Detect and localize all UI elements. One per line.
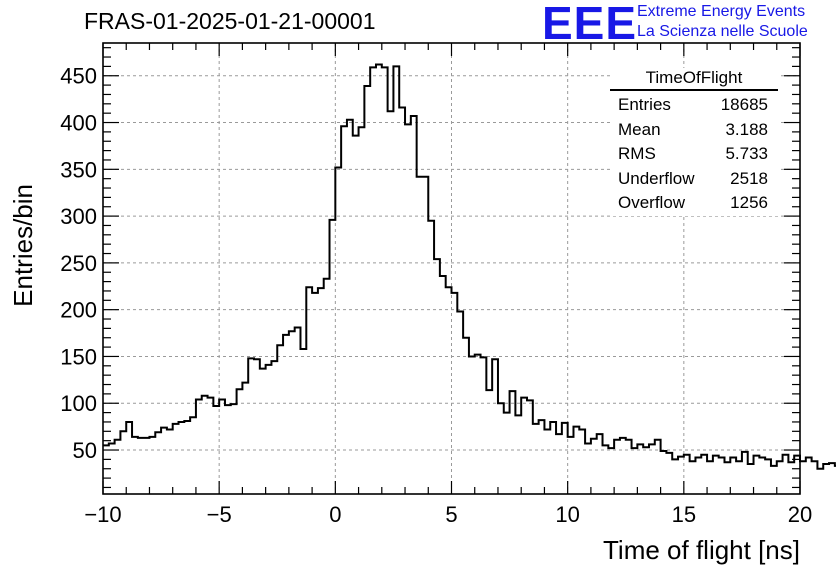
stats-row-entries: Entries 18685 — [610, 93, 778, 118]
y-axis-label: Entries/bin — [8, 184, 38, 307]
stats-label: Mean — [618, 119, 661, 139]
stats-row-overflow: Overflow 1256 — [610, 191, 778, 216]
stats-label: RMS — [618, 144, 656, 163]
y-tick-label: 50 — [73, 438, 97, 463]
y-tick-label: 250 — [60, 251, 97, 276]
y-tick-label: 300 — [60, 204, 97, 229]
stats-label: Entries — [618, 95, 671, 114]
stats-box: TimeOfFlight Entries 18685 Mean 3.188 RMS 5… — [610, 68, 778, 216]
stats-value: 18685 — [720, 95, 768, 114]
x-tick-label: 15 — [672, 502, 696, 527]
stats-row-rms: RMS 5.733 — [610, 142, 778, 167]
stats-label: Overflow — [618, 193, 686, 212]
axis-ticks — [102, 43, 801, 494]
y-tick-label: 350 — [60, 157, 97, 182]
stats-row-mean: Mean 3.188 — [610, 118, 778, 143]
y-tick-label: 150 — [60, 344, 97, 369]
x-axis-label: Time of flight [ns] — [603, 535, 800, 565]
x-tick-label: −10 — [84, 502, 121, 527]
y-tick-label: 200 — [60, 298, 97, 323]
histogram-series — [103, 63, 836, 470]
stats-box-title: TimeOfFlight — [610, 68, 778, 91]
y-tick-label: 100 — [60, 391, 97, 416]
stats-label: Underflow — [618, 168, 695, 188]
x-tick-label: 20 — [788, 502, 812, 527]
eee-logo: EEE — [542, 0, 638, 49]
chart-title: FRAS-01-2025-01-21-00001 — [84, 8, 376, 34]
x-tick-label: 0 — [329, 502, 341, 527]
org-name-line2: La Scienza nelle Scuole — [637, 23, 808, 40]
x-tick-label: 5 — [445, 502, 457, 527]
axis-tick-labels: −10 −5 0 5 10 15 20 50 100 150 200 250 300 350 400 450 — [60, 64, 812, 527]
histogram-line — [103, 63, 836, 470]
org-name-line1: Extreme Energy Events — [637, 3, 806, 20]
stats-value: 3.188 — [725, 119, 768, 139]
x-tick-label: 10 — [555, 502, 579, 527]
y-tick-label: 400 — [60, 111, 97, 136]
y-tick-label: 450 — [60, 64, 97, 89]
stats-value: 2518 — [730, 168, 768, 188]
x-tick-label: −5 — [207, 502, 232, 527]
stats-value: 5.733 — [725, 144, 768, 163]
stats-value: 1256 — [730, 193, 768, 212]
stats-row-underflow: Underflow 2518 — [610, 167, 778, 192]
